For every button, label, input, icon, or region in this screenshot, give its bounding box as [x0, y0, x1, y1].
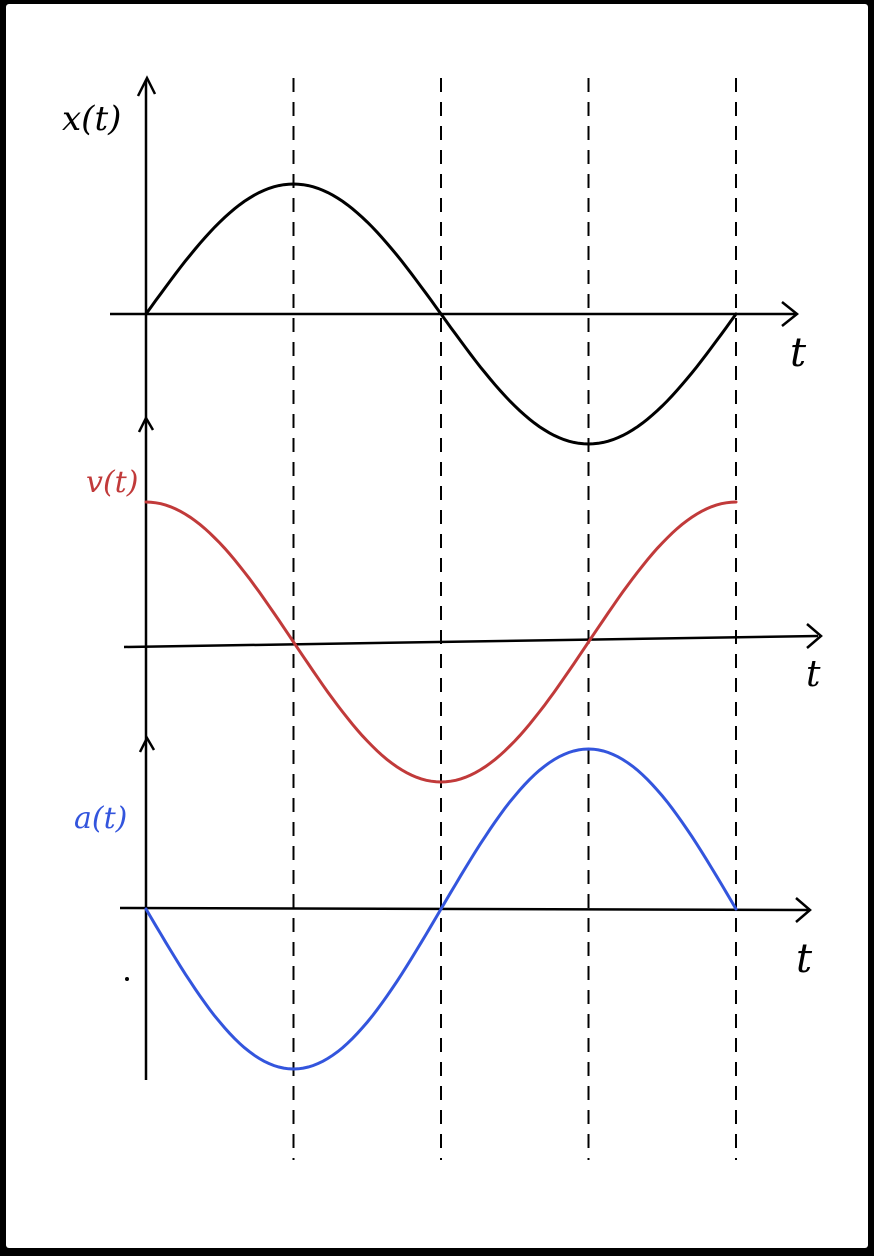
v-plot-label: v(t): [86, 465, 138, 500]
a-plot-t-axis: [119, 906, 809, 912]
v-curve: [144, 500, 738, 784]
a-plot-t-label: t: [796, 936, 813, 982]
pen-dot: [125, 977, 129, 981]
v-plot-t-arrow: [806, 623, 823, 649]
v-plot-y-arrow: [137, 415, 155, 433]
a-plot-label: a(t): [74, 801, 127, 836]
a-curve: [144, 747, 738, 1071]
x-plot-label: x(t): [62, 99, 121, 139]
x-curve: [144, 182, 738, 446]
v-plot-t-axis: [123, 634, 819, 649]
x-plot-t-label: t: [790, 330, 807, 376]
a-plot-y-arrow: [138, 735, 156, 753]
guide-lines: [292, 78, 737, 1160]
paper-sheet: [6, 4, 868, 1248]
a-plot-t-arrow: [795, 897, 812, 923]
x-plot-y-arrow: [136, 75, 157, 97]
x-plot-t-arrow: [781, 301, 800, 327]
v-plot-t-label: t: [806, 654, 821, 695]
